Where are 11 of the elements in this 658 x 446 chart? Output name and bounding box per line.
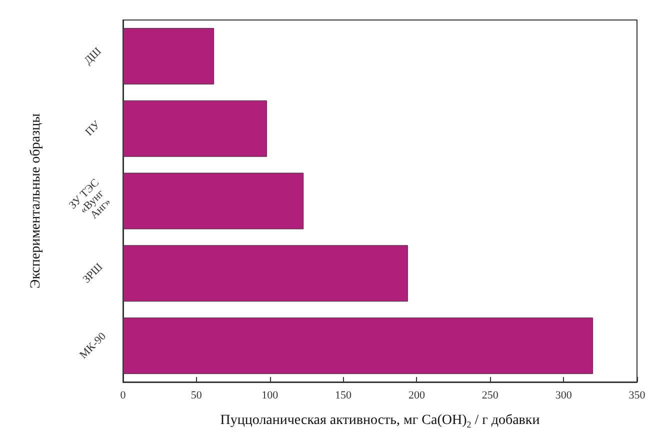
y-axis-title: Экспериментальные образцы (28, 112, 44, 289)
y-tick-label: ПУ (83, 118, 103, 138)
x-tick-label: 150 (335, 390, 352, 402)
x-tick-label: 250 (482, 390, 499, 402)
y-tick-label: ДШ (82, 45, 104, 68)
x-tick-label: 350 (628, 390, 646, 402)
x-tick-label: 50 (190, 390, 202, 402)
x-tick-label: 0 (120, 390, 126, 402)
x-tick-label: 100 (262, 390, 279, 402)
x-tick-label: 200 (408, 390, 426, 402)
x-tick-label: 300 (555, 390, 572, 402)
